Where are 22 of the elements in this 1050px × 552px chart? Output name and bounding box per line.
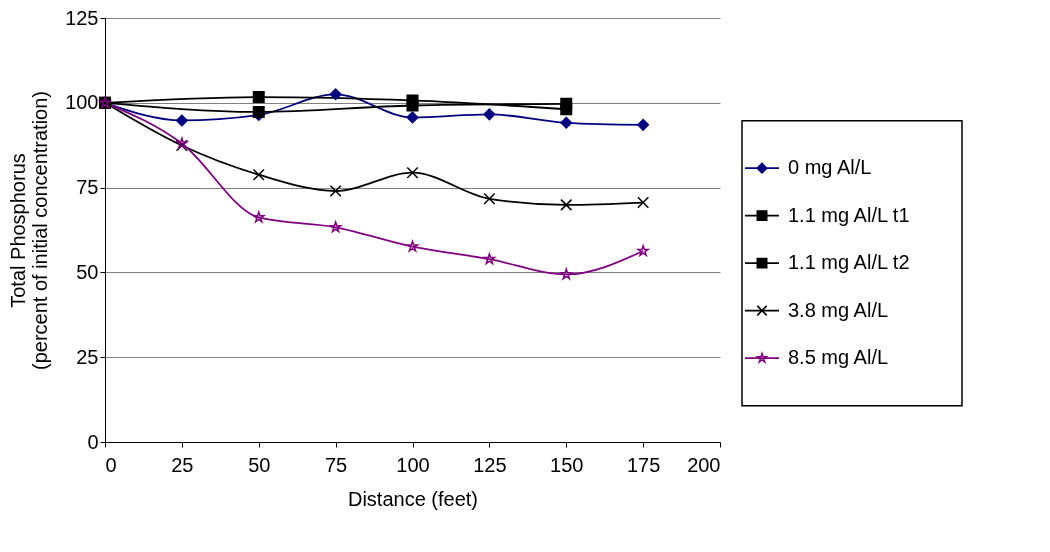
x-tick-label: 75 xyxy=(325,453,348,476)
y-tick-label: 75 xyxy=(76,176,99,199)
x-tick-label: 0 xyxy=(105,453,117,476)
legend-label: 3.8 mg Al/L xyxy=(788,298,889,321)
x-tick-label: 50 xyxy=(248,453,271,476)
x-tick-label: 100 xyxy=(396,453,430,476)
y-axis-title: Total Phosphorus (percent of initial concentration) xyxy=(7,90,52,371)
x-tick-label: 125 xyxy=(473,453,507,476)
legend-label: 8.5 mg Al/L xyxy=(788,346,889,369)
legend-label: 1.1 mg Al/L t1 xyxy=(788,203,910,226)
y-tick-label: 25 xyxy=(76,345,99,368)
y-tick-label: 125 xyxy=(65,6,99,29)
y-tick-label: 50 xyxy=(76,260,99,283)
x-axis-title: Distance (feet) xyxy=(347,487,479,510)
y-tick-label: 0 xyxy=(87,430,99,453)
x-tick-label: 175 xyxy=(626,453,661,476)
y-tick-label: 100 xyxy=(65,91,99,114)
x-tick-label: 25 xyxy=(171,453,194,476)
legend-label: 1.1 mg Al/L t2 xyxy=(788,251,910,274)
x-tick-label: 200 xyxy=(687,453,721,476)
legend-label: 0 mg Al/L xyxy=(788,156,872,179)
x-tick-label: 150 xyxy=(550,453,584,476)
